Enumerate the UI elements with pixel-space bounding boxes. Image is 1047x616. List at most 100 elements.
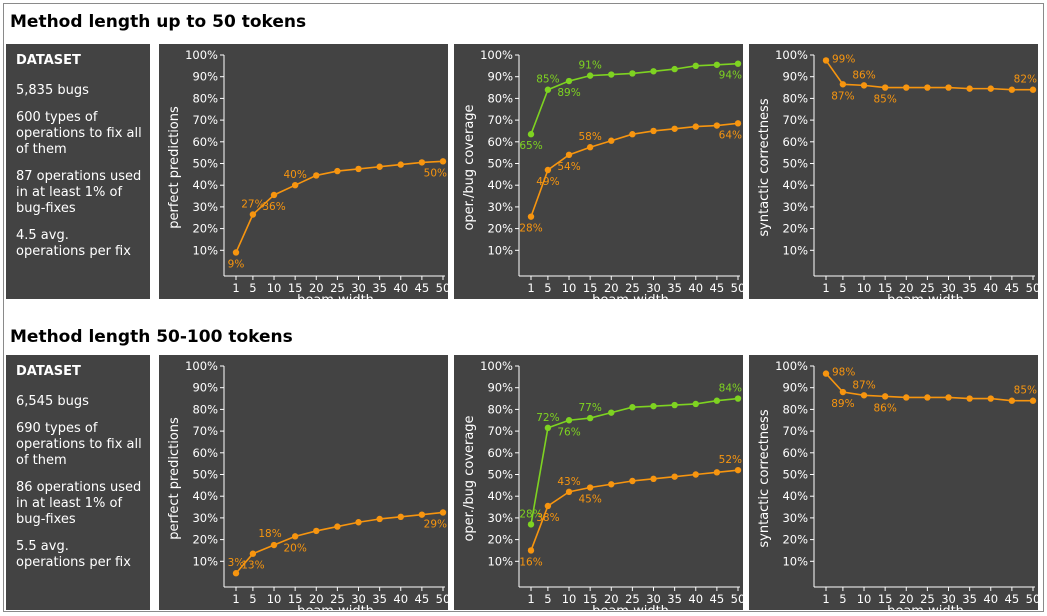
y-tick-label: 70%: [782, 424, 808, 438]
x-tick-label: 1: [527, 281, 534, 295]
data-label: 13%: [241, 560, 264, 572]
x-axis-title: beam width: [887, 293, 964, 299]
y-tick-label: 50%: [782, 157, 808, 171]
data-point: [527, 131, 535, 138]
data-point: [291, 182, 299, 189]
y-tick-label: 30%: [487, 511, 513, 525]
x-tick-label: 40: [688, 281, 703, 295]
data-point: [565, 151, 573, 159]
data-point: [692, 123, 699, 130]
y-tick-label: 50%: [487, 468, 513, 482]
x-tick-label: 50: [436, 592, 448, 606]
x-tick-label: 40: [983, 281, 998, 295]
x-tick-label: 30: [646, 592, 661, 606]
x-tick-label: 25: [920, 281, 935, 295]
data-label: 36%: [262, 201, 285, 213]
data-point: [713, 397, 721, 404]
data-point: [629, 131, 636, 138]
data-point: [232, 249, 240, 256]
y-tick-label: 80%: [192, 91, 218, 105]
x-tick-label: 15: [878, 592, 893, 606]
y-tick-label: 50%: [487, 157, 513, 171]
data-label: 91%: [578, 60, 601, 72]
x-tick-label: 25: [330, 592, 345, 606]
data-point: [692, 400, 699, 408]
x-tick-label: 5: [249, 281, 256, 295]
dataset-panel: DATASET 6,545 bugs 690 types of operatio…: [6, 355, 150, 610]
x-tick-label: 35: [667, 281, 682, 295]
data-point: [903, 394, 910, 401]
data-point: [860, 392, 868, 399]
chart-svg: 10% 20% 30% 40% 50% 60% 70% 80% 90% 100% 1 5 10 15 20 2…: [167, 359, 448, 610]
y-tick-label: 100%: [185, 48, 218, 62]
y-tick-label: 60%: [487, 135, 513, 149]
data-point: [397, 161, 404, 168]
dataset-common-operations: 87 operations used in at least 1% of bug…: [16, 169, 142, 216]
y-tick-label: 90%: [782, 70, 808, 84]
y-tick-label: 10%: [192, 554, 218, 568]
data-point: [692, 471, 699, 478]
x-tick-label: 20: [604, 592, 619, 606]
y-tick-label: 80%: [192, 402, 218, 416]
data-point: [629, 477, 636, 485]
x-tick-label: 25: [625, 281, 640, 295]
data-point: [232, 570, 240, 577]
y-tick-label: 30%: [487, 200, 513, 214]
data-label: 18%: [258, 528, 281, 540]
data-label: 52%: [719, 454, 742, 466]
data-point: [586, 484, 594, 491]
data-point: [881, 84, 889, 91]
y-tick-label: 10%: [782, 554, 808, 568]
data-label: 54%: [557, 161, 580, 173]
y-tick-label: 40%: [192, 178, 218, 192]
x-tick-label: 20: [604, 281, 619, 295]
data-label: 9%: [228, 258, 245, 270]
y-axis-title: syntactic correctness: [757, 98, 772, 236]
data-label: 85%: [873, 94, 896, 106]
data-label: 64%: [719, 129, 742, 141]
chart-svg: 10% 20% 30% 40% 50% 60% 70% 80% 90% 100% 1 5 10 15 20 2…: [462, 48, 743, 299]
data-label: 28%: [519, 508, 542, 520]
data-label: 16%: [519, 556, 542, 568]
data-point: [313, 172, 320, 179]
x-tick-label: 50: [731, 592, 743, 606]
data-label: 87%: [831, 90, 854, 102]
y-tick-label: 20%: [487, 222, 513, 236]
dataset-operation-types: 600 types of operations to fix all of th…: [16, 110, 142, 157]
data-point: [334, 523, 341, 530]
data-label: 85%: [1014, 385, 1037, 397]
dataset-title: DATASET: [16, 364, 81, 379]
data-point: [249, 211, 257, 218]
data-point: [439, 509, 447, 516]
data-label: 38%: [536, 512, 559, 524]
x-tick-label: 50: [1026, 592, 1038, 606]
x-tick-label: 35: [962, 592, 977, 606]
data-label: 65%: [519, 140, 542, 152]
x-tick-label: 50: [1026, 281, 1038, 295]
chart-svg: 10% 20% 30% 40% 50% 60% 70% 80% 90% 100% 1 5 10 15 20 2…: [462, 359, 743, 610]
data-point: [291, 533, 299, 540]
x-tick-label: 5: [544, 281, 551, 295]
data-label: 43%: [557, 476, 580, 488]
chart-oper-bug-coverage: 10% 20% 30% 40% 50% 60% 70% 80% 90% 100% 1 5 10 15 20 2…: [454, 44, 743, 299]
data-label: 28%: [519, 223, 542, 235]
y-axis-title: oper./bug coverage: [462, 415, 477, 541]
y-tick-label: 80%: [782, 91, 808, 105]
data-point: [924, 84, 931, 91]
x-tick-label: 20: [309, 281, 324, 295]
x-tick-label: 20: [309, 592, 324, 606]
x-tick-label: 30: [941, 281, 956, 295]
data-point: [692, 62, 699, 70]
x-tick-label: 25: [625, 592, 640, 606]
x-axis-title: beam width: [592, 293, 669, 299]
data-point: [839, 81, 847, 88]
x-tick-label: 45: [415, 592, 430, 606]
data-point: [650, 402, 657, 410]
data-label: 94%: [719, 70, 742, 82]
data-point: [608, 137, 615, 144]
data-label: 84%: [719, 383, 742, 395]
data-point: [418, 511, 426, 518]
data-point: [544, 86, 552, 93]
y-tick-label: 100%: [775, 48, 808, 62]
x-tick-label: 45: [710, 592, 725, 606]
